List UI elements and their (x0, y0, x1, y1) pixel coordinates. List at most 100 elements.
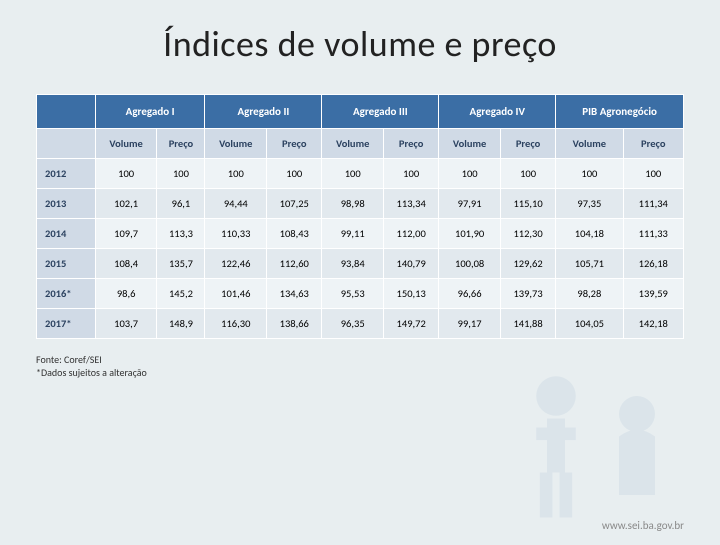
data-cell: 149,72 (384, 309, 439, 339)
data-cell: 111,33 (623, 219, 683, 249)
data-cell: 101,90 (439, 219, 501, 249)
data-cell: 113,34 (384, 189, 439, 219)
data-cell: 99,11 (322, 219, 384, 249)
data-cell: 100 (500, 159, 555, 189)
header-group: Agregado II (205, 95, 322, 129)
footnote: Fonte: Coref/SEI*Dados sujeitos a altera… (36, 353, 684, 379)
data-cell: 101,46 (205, 279, 267, 309)
data-cell: 100 (384, 159, 439, 189)
data-cell: 100 (205, 159, 267, 189)
header-group: PIB Agronegócio (556, 95, 684, 129)
data-cell: 95,53 (322, 279, 384, 309)
data-cell: 102,1 (95, 189, 157, 219)
footnote-line: Fonte: Coref/SEI (36, 353, 684, 366)
header-group: Agregado IV (439, 95, 556, 129)
year-cell: 2015 (37, 249, 96, 279)
data-cell: 141,88 (500, 309, 555, 339)
data-cell: 150,13 (384, 279, 439, 309)
subheader-cell: Preço (500, 129, 555, 159)
data-cell: 145,2 (157, 279, 205, 309)
header-group-row: Agregado IAgregado IIAgregado IIIAgregad… (37, 95, 684, 129)
data-cell: 134,63 (267, 279, 322, 309)
data-cell: 100 (322, 159, 384, 189)
data-cell: 98,6 (95, 279, 157, 309)
data-cell: 104,05 (556, 309, 623, 339)
data-cell: 100 (556, 159, 623, 189)
table-row: 2017*103,7148,9116,30138,6696,35149,7299… (37, 309, 684, 339)
data-cell: 100 (623, 159, 683, 189)
table-body: 2012100100100100100100100100100100201310… (37, 159, 684, 339)
year-cell: 2013 (37, 189, 96, 219)
subheader-cell: Volume (322, 129, 384, 159)
data-cell: 93,84 (322, 249, 384, 279)
data-cell: 148,9 (157, 309, 205, 339)
data-cell: 112,60 (267, 249, 322, 279)
data-cell: 98,98 (322, 189, 384, 219)
header-group: Agregado III (322, 95, 439, 129)
year-cell: 2017* (37, 309, 96, 339)
subheader-empty-cell (37, 129, 96, 159)
data-cell: 109,7 (95, 219, 157, 249)
footnote-line: *Dados sujeitos a alteração (36, 366, 684, 379)
data-cell: 96,66 (439, 279, 501, 309)
year-cell: 2016* (37, 279, 96, 309)
data-cell: 96,1 (157, 189, 205, 219)
data-cell: 111,34 (623, 189, 683, 219)
data-cell: 110,33 (205, 219, 267, 249)
subheader-cell: Preço (384, 129, 439, 159)
year-cell: 2012 (37, 159, 96, 189)
data-cell: 142,18 (623, 309, 683, 339)
data-cell: 94,44 (205, 189, 267, 219)
data-cell: 140,79 (384, 249, 439, 279)
subheader-cell: Volume (95, 129, 157, 159)
data-cell: 100 (157, 159, 205, 189)
data-cell: 100,08 (439, 249, 501, 279)
data-cell: 103,7 (95, 309, 157, 339)
data-cell: 138,66 (267, 309, 322, 339)
data-cell: 116,30 (205, 309, 267, 339)
subheader-cell: Volume (439, 129, 501, 159)
header-sub-row: VolumePreçoVolumePreçoVolumePreçoVolumeP… (37, 129, 684, 159)
table-row: 2016*98,6145,2101,46134,6395,53150,1396,… (37, 279, 684, 309)
data-cell: 112,00 (384, 219, 439, 249)
data-cell: 96,35 (322, 309, 384, 339)
subheader-cell: Volume (205, 129, 267, 159)
subheader-cell: Preço (623, 129, 683, 159)
header-empty-cell (37, 95, 96, 129)
header-group: Agregado I (95, 95, 205, 129)
data-cell: 115,10 (500, 189, 555, 219)
data-cell: 135,7 (157, 249, 205, 279)
data-cell: 139,59 (623, 279, 683, 309)
data-cell: 126,18 (623, 249, 683, 279)
table-header: Agregado IAgregado IIAgregado IIIAgregad… (37, 95, 684, 159)
data-cell: 112,30 (500, 219, 555, 249)
data-cell: 122,46 (205, 249, 267, 279)
data-cell: 108,4 (95, 249, 157, 279)
page-title: Índices de volume e preço (0, 0, 720, 94)
footer-url: www.sei.ba.gov.br (602, 519, 684, 532)
data-cell: 97,91 (439, 189, 501, 219)
table-row: 2015108,4135,7122,46112,6093,84140,79100… (37, 249, 684, 279)
data-cell: 139,73 (500, 279, 555, 309)
table-container: Agregado IAgregado IIAgregado IIIAgregad… (36, 94, 684, 339)
subheader-cell: Volume (556, 129, 623, 159)
table-row: 2014109,7113,3110,33108,4399,11112,00101… (37, 219, 684, 249)
data-cell: 99,17 (439, 309, 501, 339)
data-cell: 107,25 (267, 189, 322, 219)
year-cell: 2014 (37, 219, 96, 249)
data-cell: 100 (95, 159, 157, 189)
data-cell: 129,62 (500, 249, 555, 279)
data-cell: 100 (439, 159, 501, 189)
data-cell: 97,35 (556, 189, 623, 219)
background-decoration (500, 360, 720, 540)
table-row: 2013102,196,194,44107,2598,98113,3497,91… (37, 189, 684, 219)
data-cell: 100 (267, 159, 322, 189)
data-cell: 104,18 (556, 219, 623, 249)
subheader-cell: Preço (267, 129, 322, 159)
table-row: 2012100100100100100100100100100100 (37, 159, 684, 189)
indices-table: Agregado IAgregado IIAgregado IIIAgregad… (36, 94, 684, 339)
subheader-cell: Preço (157, 129, 205, 159)
data-cell: 108,43 (267, 219, 322, 249)
data-cell: 113,3 (157, 219, 205, 249)
data-cell: 98,28 (556, 279, 623, 309)
